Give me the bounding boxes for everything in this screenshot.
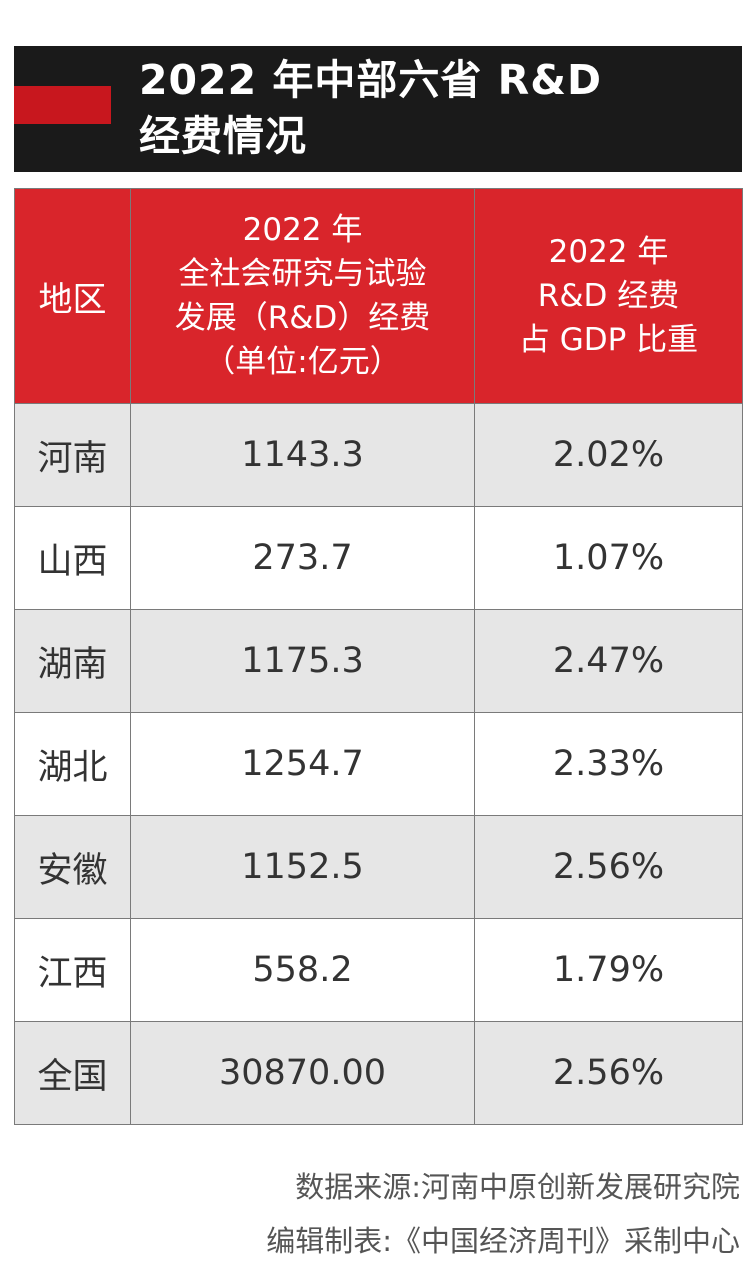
table-row: 江西 558.2 1.79% <box>14 918 743 1022</box>
region-cell: 河南 <box>14 403 131 507</box>
data-source-note: 数据来源:河南中原创新发展研究院 <box>295 1170 740 1204</box>
header-rd-gdp-share: 2022 年 R&D 经费 占 GDP 比重 <box>474 188 743 404</box>
header-region-label: 地区 <box>38 279 107 320</box>
gdp-share-cell: 2.33% <box>474 712 743 816</box>
table-row: 安徽 1152.5 2.56% <box>14 815 743 919</box>
gdp-share-cell: 1.07% <box>474 506 743 610</box>
header-rd-gdp-share-line: 占 GDP 比重 <box>518 322 699 358</box>
region-cell: 湖北 <box>14 712 131 816</box>
editor-credit-note: 编辑制表:《中国经济周刊》采制中心 <box>266 1224 740 1258</box>
expenditure-cell: 273.7 <box>130 506 475 610</box>
chart-title: 2022 年中部六省 R&D 经费情况 <box>139 52 729 164</box>
header-rd-expenditure-line: 全社会研究与试验 <box>178 256 427 292</box>
region-cell: 湖南 <box>14 609 131 713</box>
header-rd-expenditure-line: 2022 年 <box>242 212 363 248</box>
expenditure-cell: 1152.5 <box>130 815 475 919</box>
title-line-2: 经费情况 <box>139 112 307 160</box>
header-rd-gdp-share-line: 2022 年 <box>548 234 669 270</box>
expenditure-cell: 1143.3 <box>130 403 475 507</box>
region-cell: 山西 <box>14 506 131 610</box>
region-cell: 安徽 <box>14 815 131 919</box>
header-rd-expenditure: 2022 年 全社会研究与试验 发展（R&D）经费 （单位:亿元） <box>130 188 475 404</box>
table-header-row: 地区 2022 年 全社会研究与试验 发展（R&D）经费 （单位:亿元） 202… <box>14 188 743 404</box>
region-cell: 江西 <box>14 918 131 1022</box>
title-line-1: 2022 年中部六省 R&D <box>139 56 603 104</box>
table-row-national: 全国 30870.00 2.56% <box>14 1021 743 1125</box>
region-cell: 全国 <box>14 1021 131 1125</box>
gdp-share-cell: 2.56% <box>474 815 743 919</box>
header-region: 地区 <box>14 188 131 404</box>
title-accent-bar <box>14 86 111 124</box>
table-row: 山西 273.7 1.07% <box>14 506 743 610</box>
gdp-share-cell: 2.56% <box>474 1021 743 1125</box>
expenditure-cell: 1254.7 <box>130 712 475 816</box>
header-rd-gdp-share-line: R&D 经费 <box>537 278 680 314</box>
footer-credits: 数据来源:河南中原创新发展研究院 编辑制表:《中国经济周刊》采制中心 <box>266 1160 740 1268</box>
expenditure-cell: 558.2 <box>130 918 475 1022</box>
gdp-share-cell: 2.02% <box>474 403 743 507</box>
header-rd-expenditure-line: 发展（R&D）经费 <box>174 300 431 336</box>
gdp-share-cell: 1.79% <box>474 918 743 1022</box>
expenditure-cell: 1175.3 <box>130 609 475 713</box>
gdp-share-cell: 2.47% <box>474 609 743 713</box>
rd-expenditure-table: 地区 2022 年 全社会研究与试验 发展（R&D）经费 （单位:亿元） 202… <box>14 188 743 1125</box>
title-bar: 2022 年中部六省 R&D 经费情况 <box>14 46 742 172</box>
expenditure-cell: 30870.00 <box>130 1021 475 1125</box>
table-row: 湖北 1254.7 2.33% <box>14 712 743 816</box>
table-row: 湖南 1175.3 2.47% <box>14 609 743 713</box>
header-rd-expenditure-line: （单位:亿元） <box>204 344 401 380</box>
table-row: 河南 1143.3 2.02% <box>14 403 743 507</box>
